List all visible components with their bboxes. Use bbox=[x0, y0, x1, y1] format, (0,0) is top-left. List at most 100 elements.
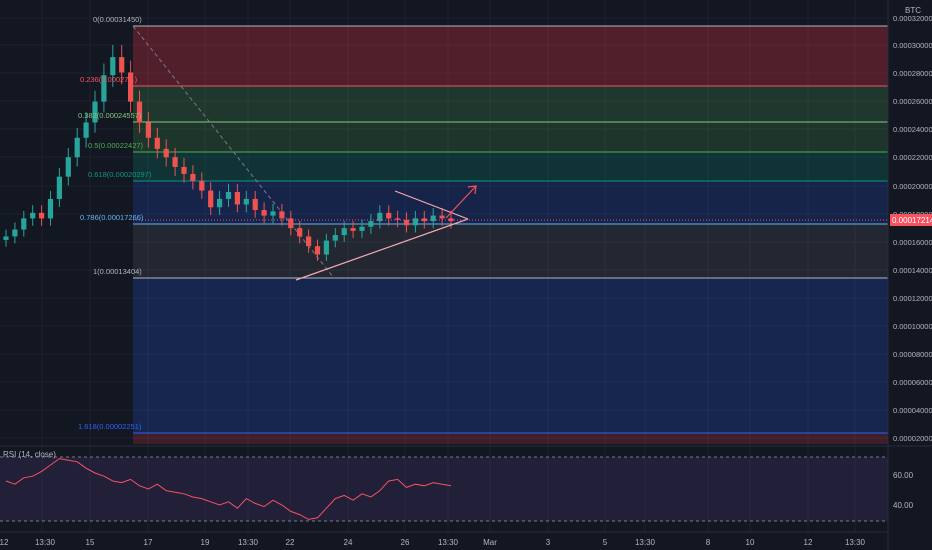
candle-body bbox=[128, 72, 134, 102]
candlestick-series bbox=[3, 44, 454, 261]
candle-body bbox=[56, 176, 62, 199]
candle-body bbox=[306, 236, 312, 247]
candle-body bbox=[412, 218, 418, 226]
fib-level-label: 1(0.00013404) bbox=[93, 267, 142, 276]
time-axis-label: Mar bbox=[483, 538, 497, 547]
chart-grid bbox=[0, 0, 888, 532]
triangle-pattern[interactable] bbox=[295, 190, 469, 281]
time-axis-label: 13:30 bbox=[845, 538, 866, 547]
triangle-upper-trendline[interactable] bbox=[394, 190, 469, 220]
fib-zone bbox=[133, 152, 888, 181]
price-badge bbox=[890, 214, 932, 226]
candle-body bbox=[145, 122, 151, 138]
fib-zone bbox=[133, 224, 888, 278]
candle-body bbox=[92, 101, 98, 123]
time-axis-label: 24 bbox=[344, 538, 353, 547]
candle-body bbox=[341, 228, 347, 236]
candle-body bbox=[395, 218, 401, 220]
candle-body bbox=[270, 211, 276, 216]
candle-body bbox=[110, 57, 116, 76]
time-axis-label: 10 bbox=[746, 538, 755, 547]
time-axis[interactable]: 12 13:30 15 17 19 13:30 22 24 26 13:30 Mar 3 5 13:30 8… bbox=[0, 538, 866, 547]
candle-body bbox=[234, 191, 240, 205]
candle-body bbox=[190, 173, 196, 181]
candle-body bbox=[368, 221, 374, 227]
candle-body bbox=[199, 180, 205, 191]
time-axis-label: 12 bbox=[0, 538, 9, 547]
candle-body bbox=[39, 212, 45, 219]
price-axis-label: 0.00020000 bbox=[893, 182, 932, 191]
fib-zone bbox=[133, 26, 888, 86]
time-axis-label: 26 bbox=[401, 538, 410, 547]
rsi-band bbox=[0, 457, 888, 521]
candle-body bbox=[74, 137, 80, 158]
price-axis-label: 0.00006000 bbox=[893, 378, 932, 387]
breakout-arrow[interactable] bbox=[445, 185, 477, 219]
time-axis-label: 15 bbox=[86, 538, 95, 547]
fib-level-label: 0(0.00031450) bbox=[93, 15, 142, 24]
fib-level-labels: 0(0.00031450) 0.236(0.00027...) 0.382(0.00… bbox=[78, 15, 152, 431]
candle-body bbox=[332, 235, 338, 241]
arrow-head bbox=[467, 185, 477, 195]
candle-body bbox=[65, 157, 71, 177]
fib-level-label: 0.382(0.00024557) bbox=[78, 111, 142, 120]
candle-body bbox=[297, 228, 303, 237]
price-axis-label: 0.00010000 bbox=[893, 322, 932, 331]
rsi-title[interactable]: RSI (14, close) bbox=[3, 450, 56, 459]
triangle-lower-trendline[interactable] bbox=[295, 218, 469, 281]
price-axis-label: 0.00022000 bbox=[893, 153, 932, 162]
fib-retracement-lines[interactable] bbox=[133, 25, 888, 434]
currency-label[interactable]: BTC bbox=[905, 6, 921, 15]
candle-body bbox=[154, 137, 160, 149]
candle-body bbox=[163, 148, 169, 158]
price-axis-label: 0.00028000 bbox=[893, 69, 932, 78]
time-axis-label: 19 bbox=[201, 538, 210, 547]
price-axis-label: 0.00002000 bbox=[893, 434, 932, 443]
time-axis-label: 13:30 bbox=[238, 538, 259, 547]
candle-body bbox=[208, 190, 214, 208]
fib-level-label: 0.786(0.00017266) bbox=[80, 213, 144, 222]
candle-body bbox=[47, 198, 54, 219]
candle-body bbox=[12, 229, 18, 237]
time-axis-label: 3 bbox=[546, 538, 551, 547]
candle-body bbox=[119, 57, 125, 73]
fib-zone bbox=[133, 86, 888, 122]
fib-retracement-zones[interactable] bbox=[133, 26, 888, 444]
candle-body bbox=[403, 219, 410, 226]
candle-body bbox=[350, 228, 356, 231]
fib-level-label: 0.236(0.00027...) bbox=[80, 75, 138, 84]
candle-body bbox=[21, 218, 27, 230]
candle-body bbox=[314, 246, 321, 255]
price-axis-label: 0.00026000 bbox=[893, 97, 932, 106]
time-axis-label: 13:30 bbox=[438, 538, 459, 547]
time-axis-label: 13:30 bbox=[35, 538, 56, 547]
price-axis-label: 0.00004000 bbox=[893, 406, 932, 415]
rsi-axis-label-60: 60.00 bbox=[893, 471, 914, 480]
price-axis-label: 0.00014000 bbox=[893, 266, 932, 275]
candle-body bbox=[323, 240, 329, 255]
price-axis-label: 0.00030000 bbox=[893, 41, 932, 50]
fib-zone bbox=[133, 181, 888, 224]
time-axis-label: 8 bbox=[706, 538, 711, 547]
fib-level-label: 0.618(0.00020297) bbox=[88, 170, 152, 179]
time-axis-label: 5 bbox=[603, 538, 608, 547]
candle-body bbox=[217, 198, 223, 208]
fib-level-label: 0.5(0.00022427) bbox=[88, 141, 144, 150]
candle-body bbox=[225, 191, 232, 199]
candle-body bbox=[83, 122, 89, 138]
candle-body bbox=[172, 157, 178, 167]
fib-zone bbox=[133, 122, 888, 152]
candle-body bbox=[377, 212, 383, 222]
rsi-axis-label-40: 40.00 bbox=[893, 501, 914, 510]
time-axis-label: 17 bbox=[144, 538, 153, 547]
candle-body bbox=[30, 212, 36, 219]
candle-body bbox=[386, 212, 392, 219]
fib-zone bbox=[133, 433, 888, 444]
candle-body bbox=[136, 101, 143, 123]
rsi-line bbox=[5, 458, 452, 520]
candle-body bbox=[243, 198, 249, 205]
price-axis-label: 0.00012000 bbox=[893, 294, 932, 303]
candle-body bbox=[279, 211, 285, 219]
